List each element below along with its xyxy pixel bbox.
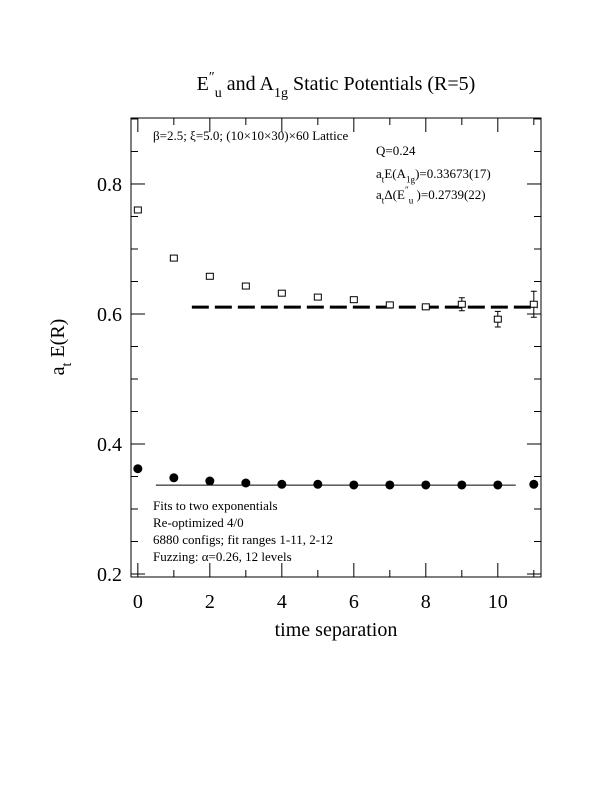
annotation-part: Δ(E (384, 187, 405, 202)
chart-title-part: u (215, 86, 222, 101)
annotation-part: β=2.5; ξ=5.0; (10×10×30)×60 Lattice (153, 128, 349, 143)
point (133, 464, 143, 474)
annotation: 6880 configs; fit ranges 1-11, 2-12 (153, 532, 333, 547)
x-tick-label: 8 (421, 591, 431, 613)
point (205, 476, 215, 486)
point (385, 301, 394, 309)
annotation: atΔ(E″u )=0.2739(22) (376, 185, 486, 205)
y-axis-label-part: a (47, 366, 69, 375)
y-tick-label: 0.6 (97, 304, 122, 326)
point (241, 478, 251, 488)
annotation-part: t (382, 196, 385, 206)
point (313, 479, 323, 489)
point (457, 300, 466, 308)
y-axis-label: at E(R) (47, 319, 75, 376)
annotation-part: Q=0.24 (376, 143, 416, 158)
x-tick-label: 0 (133, 591, 143, 613)
point (421, 480, 431, 490)
point (241, 282, 250, 290)
x-tick-label: 6 (349, 591, 359, 613)
annotation: β=2.5; ξ=5.0; (10×10×30)×60 Lattice (153, 128, 349, 143)
annotation: Re-optimized 4/0 (153, 515, 244, 530)
y-axis-label-part: t (60, 362, 75, 366)
point (349, 296, 358, 304)
annotation-part: Fuzzing: α=0.26, 12 levels (153, 549, 292, 564)
annotation-part: )=0.33673(17) (415, 166, 491, 181)
annotation: Fuzzing: α=0.26, 12 levels (153, 549, 292, 564)
annotation-part: Re-optimized 4/0 (153, 515, 244, 530)
annotation: Fits to two exponentials (153, 498, 278, 513)
point (421, 303, 430, 311)
point (277, 479, 287, 489)
point (529, 479, 539, 489)
point (277, 289, 286, 297)
point (169, 473, 179, 483)
annotation-part: 6880 configs; fit ranges 1-11, 2-12 (153, 532, 333, 547)
point (457, 480, 467, 490)
chart-title-part: ″ (209, 70, 215, 85)
y-tick-label: 0.2 (97, 564, 122, 586)
annotation: Q=0.24 (376, 143, 416, 158)
point (493, 480, 503, 490)
point (385, 480, 395, 490)
annotation-part: a (376, 187, 382, 202)
annotation-part: 1g (406, 175, 416, 185)
chart-title-part: Static Potentials (R=5) (288, 73, 475, 95)
annotation-part: E(A (384, 166, 406, 181)
x-tick-label: 4 (277, 591, 287, 613)
annotation-part: t (382, 175, 385, 185)
point (205, 272, 214, 280)
point (349, 480, 359, 490)
chart-title-part: E (197, 73, 209, 95)
chart-title-part: and A (222, 73, 275, 95)
point (313, 293, 322, 301)
chart-title-part: 1g (274, 86, 288, 101)
x-tick-label: 10 (488, 591, 508, 613)
annotation-part: u (409, 196, 414, 206)
y-tick-label: 0.4 (97, 434, 122, 456)
annotation-part: a (376, 166, 382, 181)
x-tick-label: 2 (205, 591, 215, 613)
x-axis-label-part: time separation (275, 619, 398, 641)
point (133, 206, 142, 214)
annotation-part: ″ (405, 185, 409, 195)
y-axis-label-part: E(R) (47, 319, 69, 363)
annotation-part: Fits to two exponentials (153, 498, 278, 513)
point (493, 315, 502, 323)
point (169, 254, 178, 262)
point (529, 300, 538, 308)
chart-title: E″u and A1g Static Potentials (R=5) (197, 70, 476, 101)
plot-frame (130, 117, 542, 578)
y-tick-label: 0.8 (97, 174, 122, 196)
annotation-part: )=0.2739(22) (413, 187, 485, 202)
x-axis-label: time separation (275, 619, 398, 641)
annotation: atE(A1g)=0.33673(17) (376, 166, 491, 185)
